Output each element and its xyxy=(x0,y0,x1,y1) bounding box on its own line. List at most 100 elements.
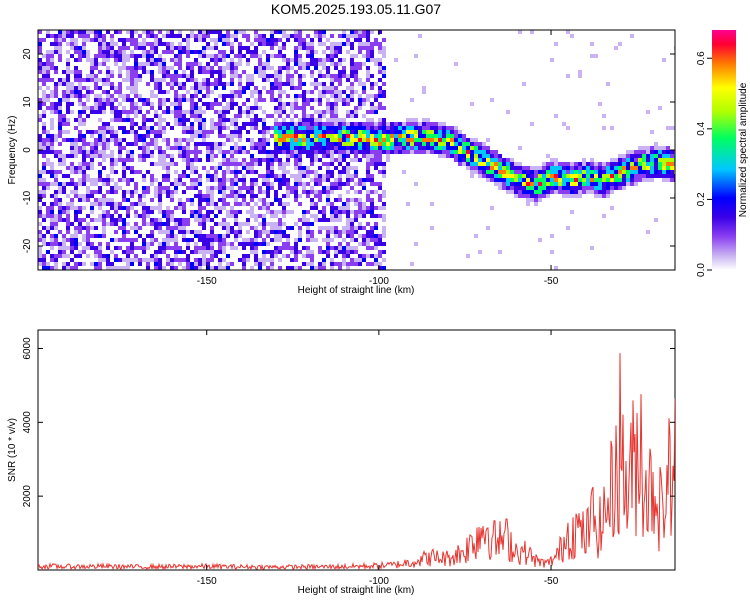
spectrogram-cell xyxy=(198,214,202,218)
spectrogram-cell xyxy=(586,182,590,186)
spectrogram-cell xyxy=(478,158,482,162)
spectrogram-cell xyxy=(338,122,342,126)
spectrogram-cell xyxy=(234,218,238,222)
spectrogram-cell xyxy=(74,70,78,74)
spectrogram-cell xyxy=(62,250,66,254)
spectrogram-cell xyxy=(78,50,82,54)
spectrogram-cell xyxy=(586,178,590,182)
spectrogram-cell xyxy=(466,166,470,170)
spectrogram-cell xyxy=(254,250,258,254)
spectrogram-cell xyxy=(374,58,378,62)
spectrogram-cell xyxy=(354,182,358,186)
spectrogram-cell xyxy=(234,238,238,242)
spectrogram-cell xyxy=(214,146,218,150)
spectrogram-cell xyxy=(622,178,626,182)
spectrogram-cell xyxy=(162,110,166,114)
spectrogram-cell xyxy=(378,206,382,210)
spectrogram-cell xyxy=(286,62,290,66)
spectrogram-cell xyxy=(454,126,458,130)
spectrogram-cell xyxy=(186,142,190,146)
spectrogram-cell xyxy=(462,142,466,146)
spectrogram-cell xyxy=(262,118,266,122)
spectrogram-cell xyxy=(250,54,254,58)
spectrogram-cell xyxy=(154,206,158,210)
spectrogram-cell xyxy=(298,146,302,150)
spectrogram-cell xyxy=(138,214,142,218)
spectrogram-cell xyxy=(478,166,482,170)
spectrogram-cell xyxy=(302,170,306,174)
spectrogram-cell xyxy=(94,254,98,258)
spectrogram-cell xyxy=(522,190,526,194)
spectrogram-cell xyxy=(238,150,242,154)
spectrogram-cell xyxy=(350,150,354,154)
spectrogram-cell xyxy=(234,230,238,234)
spectrogram-cell xyxy=(194,242,198,246)
spectrogram-cell xyxy=(266,202,270,206)
spectrogram-cell xyxy=(370,246,374,250)
spectrogram-cell xyxy=(106,78,110,82)
spectrogram-cell xyxy=(362,210,366,214)
spectrogram-cell xyxy=(458,134,462,138)
spectrogram-cell xyxy=(102,90,106,94)
spectrogram-cell xyxy=(122,266,126,270)
spectrogram-cell xyxy=(178,98,182,102)
spectrogram-cell xyxy=(526,186,530,190)
spectrogram-cell xyxy=(166,238,170,242)
spectrogram-cell xyxy=(214,174,218,178)
spectrogram-cell xyxy=(130,190,134,194)
spectrogram-cell xyxy=(318,178,322,182)
spectrogram-cell xyxy=(330,210,334,214)
spectrogram-cell xyxy=(174,58,178,62)
spectrogram-cell xyxy=(70,138,74,142)
spectrogram-cell xyxy=(514,182,518,186)
spectrogram-cell xyxy=(258,150,262,154)
spectrogram-cell xyxy=(98,198,102,202)
spectrogram-cell xyxy=(38,38,42,42)
spectrogram-cell xyxy=(250,250,254,254)
spectrogram-cell xyxy=(62,266,66,270)
spectrogram-cell xyxy=(150,30,154,34)
spectrogram-cell xyxy=(66,206,70,210)
spectrogram-cell xyxy=(506,182,510,186)
spectrogram-cell xyxy=(114,246,118,250)
spectrogram-cell xyxy=(146,82,150,86)
spectrogram-cell xyxy=(90,130,94,134)
spectrogram-cell xyxy=(90,154,94,158)
spectrogram-cell xyxy=(254,226,258,230)
spectrogram-cell xyxy=(126,198,130,202)
spectrogram-cell xyxy=(530,186,534,190)
spectrogram-cell xyxy=(234,94,238,98)
spectrogram-cell xyxy=(42,266,46,270)
spectrogram-cell xyxy=(622,174,626,178)
spectrogram-cell xyxy=(242,258,246,262)
spectrogram-cell xyxy=(134,106,138,110)
spectrogram-cell xyxy=(134,254,138,258)
spectrogram-cell xyxy=(154,190,158,194)
spectrogram-cell xyxy=(106,94,110,98)
spectrogram-cell xyxy=(530,166,534,170)
spectrogram-cell xyxy=(286,182,290,186)
spectrogram-cell xyxy=(230,46,234,50)
spectrogram-cell xyxy=(74,238,78,242)
spectrogram-cell xyxy=(338,154,342,158)
spectrogram-cell xyxy=(106,262,110,266)
spectrogram-cell xyxy=(322,114,326,118)
spectrogram-cell xyxy=(366,238,370,242)
spectrogram-cell xyxy=(514,162,518,166)
spectrogram-cell xyxy=(38,58,42,62)
spectrogram-cell xyxy=(378,250,382,254)
spectrogram-cell xyxy=(542,190,546,194)
spectrogram-cell xyxy=(234,90,238,94)
spectrogram-cell xyxy=(226,158,230,162)
spectrogram-cell xyxy=(286,122,290,126)
spectrogram-cell xyxy=(494,154,498,158)
spectrogram-cell xyxy=(150,138,154,142)
spectrogram-cell xyxy=(590,246,594,250)
spectrogram-cell xyxy=(338,78,342,82)
spectrogram-cell xyxy=(210,102,214,106)
spectrogram-cell xyxy=(510,162,514,166)
spectrogram-cell xyxy=(306,142,310,146)
spectrogram-cell xyxy=(90,142,94,146)
spectrogram-cell xyxy=(102,222,106,226)
spectrogram-cell xyxy=(378,86,382,90)
